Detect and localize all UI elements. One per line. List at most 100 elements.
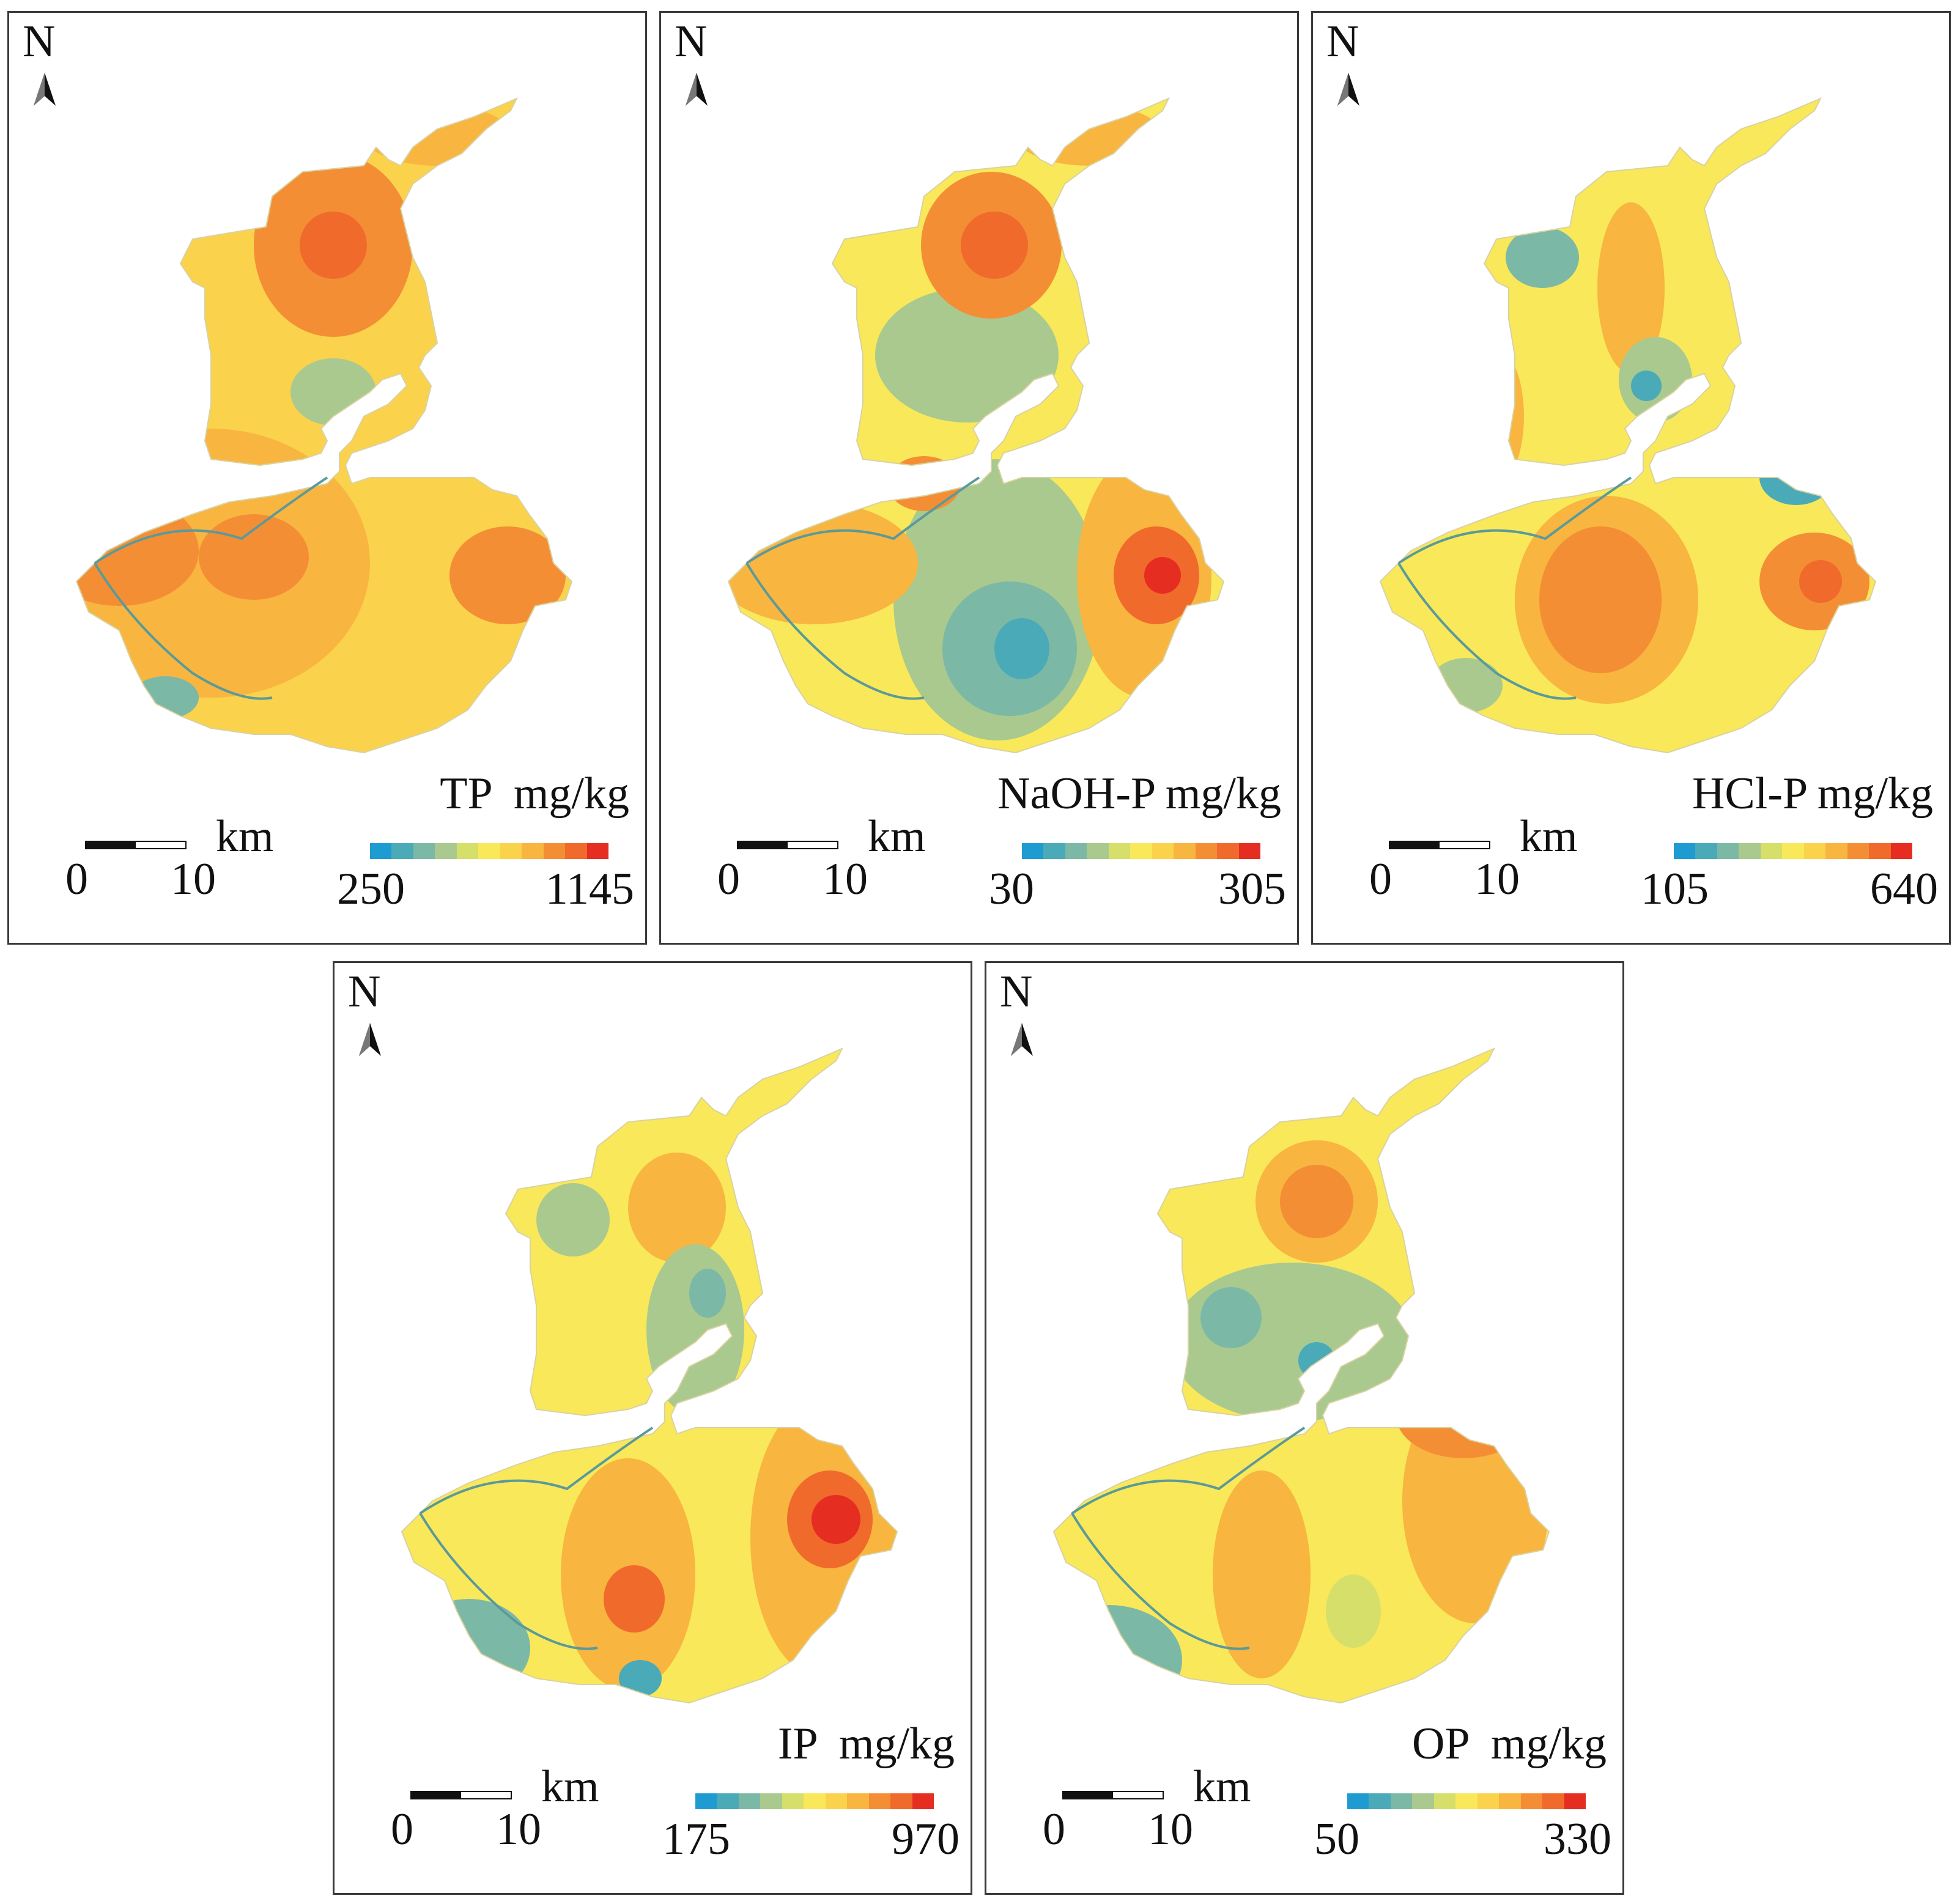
legend-swatch-1	[1695, 843, 1717, 859]
hcl-zone-sw-green	[1429, 658, 1503, 713]
legend-max: 1145	[545, 864, 634, 914]
legend-swatch-6	[825, 1793, 848, 1809]
legend-swatch-3	[1087, 843, 1109, 859]
scale-unit: km	[1193, 1762, 1251, 1812]
north-arrow-icon	[1011, 1023, 1033, 1056]
scale-bar	[1389, 841, 1490, 849]
tp-zone-east	[449, 526, 566, 624]
legend-color-bar	[695, 1793, 934, 1809]
legend-color-bar	[1022, 843, 1260, 859]
naoh-p-concentration-map	[728, 98, 1224, 753]
map-panel-tp: N km 0 10 TP mg/kg 250 1145	[7, 11, 647, 945]
hcl-zone-west-stripe	[1469, 349, 1524, 484]
ip-zone-southwest-teal	[408, 1599, 530, 1697]
legend-swatch-8	[1520, 1793, 1543, 1809]
scale-ten: 10	[1474, 854, 1520, 904]
north-arrow-icon	[686, 73, 708, 106]
legend-swatch-10	[1890, 843, 1912, 859]
legend-swatch-8	[1195, 843, 1218, 859]
naoh-zone-east-core	[1144, 557, 1181, 594]
legend-swatch-5	[804, 1793, 826, 1809]
legend-min: 175	[662, 1814, 730, 1864]
naoh-river	[745, 476, 980, 700]
scale-bar	[1062, 1791, 1164, 1799]
legend-min: 105	[1641, 864, 1709, 914]
map-panel-naoh-p: N km 0 10 NaOH-P mg/kg 30 305	[659, 11, 1299, 945]
legend-max: 305	[1218, 864, 1286, 914]
op-zone-ne-deep	[1396, 1373, 1531, 1458]
tp-zone-center	[199, 514, 309, 600]
op-zone-north-core	[1280, 1165, 1353, 1238]
legend-swatch-2	[1390, 1793, 1413, 1809]
ip-concentration-map	[401, 1048, 898, 1703]
legend-swatch-2	[738, 1793, 761, 1809]
scale-zero: 0	[1043, 1804, 1065, 1854]
naoh-zone-center-blue	[994, 618, 1049, 679]
legend-min: 250	[337, 864, 405, 914]
legend-color-bar	[1674, 843, 1912, 859]
tp-zone-west-deep	[76, 496, 199, 606]
legend-swatch-8	[543, 843, 566, 859]
legend-swatch-8	[1847, 843, 1869, 859]
legend-title: OP mg/kg	[1412, 1719, 1607, 1769]
ip-river	[419, 1426, 654, 1650]
tp-zone-north-core	[300, 212, 367, 279]
scale-ten: 10	[496, 1804, 541, 1854]
naoh-zone-west	[728, 502, 918, 624]
legend-title: NaOH-P mg/kg	[997, 769, 1281, 819]
legend-swatch-9	[1542, 1793, 1564, 1809]
north-label: N	[1326, 17, 1359, 67]
north-arrow-icon	[1337, 73, 1359, 106]
legend-swatch-9	[1869, 843, 1891, 859]
map-panel-hcl-p: N km 0 10 HCl-P mg/kg 105 640	[1311, 11, 1951, 945]
legend-swatch-9	[1217, 843, 1239, 859]
op-zone-center-orange	[1213, 1470, 1311, 1678]
legend-swatch-0	[1347, 1793, 1369, 1809]
legend-swatch-10	[586, 843, 608, 859]
legend-swatch-2	[413, 843, 435, 859]
legend-swatch-5	[478, 843, 500, 859]
hcl-zone-north-stripe	[1597, 202, 1665, 374]
legend-min: 50	[1314, 1814, 1359, 1864]
legend-swatch-1	[1369, 1793, 1391, 1809]
map-panel-ip: N km 0 10 IP mg/kg 175 970	[333, 961, 972, 1895]
legend-swatch-6	[1152, 843, 1174, 859]
legend-swatch-8	[868, 1793, 891, 1809]
hcl-zone-south-deep	[1539, 526, 1662, 673]
legend-max: 330	[1544, 1814, 1611, 1864]
legend-swatch-0	[695, 1793, 717, 1809]
legend-max: 640	[1870, 864, 1938, 914]
op-zone-southwest-blue	[1057, 1645, 1124, 1700]
north-label: N	[348, 967, 381, 1017]
legend-swatch-10	[1238, 843, 1260, 859]
tp-concentration-map	[76, 98, 572, 753]
legend-title: HCl-P mg/kg	[1692, 769, 1933, 819]
legend-swatch-4	[1760, 843, 1783, 859]
legend-swatch-3	[1739, 843, 1761, 859]
north-arrow-icon	[359, 1023, 381, 1056]
map-panel-op: N km 0 10 OP mg/kg 50 330	[985, 961, 1624, 1895]
legend-swatch-7	[1825, 843, 1847, 859]
scale-zero: 0	[65, 854, 88, 904]
hcl-p-concentration-map	[1380, 98, 1876, 753]
scale-zero: 0	[1369, 854, 1392, 904]
legend-swatch-0	[1022, 843, 1044, 859]
naoh-zone-north-core	[961, 212, 1028, 279]
legend-swatch-1	[1043, 843, 1065, 859]
scale-unit: km	[1520, 811, 1578, 862]
legend-swatch-4	[1433, 1793, 1456, 1809]
legend-swatch-7	[1174, 843, 1196, 859]
scale-zero: 0	[717, 854, 740, 904]
scale-ten: 10	[171, 854, 216, 904]
scale-unit: km	[868, 811, 926, 862]
legend-swatch-10	[1564, 1793, 1586, 1809]
legend-swatch-7	[522, 843, 544, 859]
ip-zone-center-deep	[604, 1565, 665, 1633]
legend-swatch-7	[847, 1793, 869, 1809]
ip-zone-mid-teal	[689, 1269, 726, 1318]
north-label: N	[23, 17, 56, 67]
legend-color-bar	[370, 843, 608, 859]
legend-swatch-4	[1108, 843, 1131, 859]
scale-bar	[737, 841, 838, 849]
legend-swatch-2	[1065, 843, 1087, 859]
